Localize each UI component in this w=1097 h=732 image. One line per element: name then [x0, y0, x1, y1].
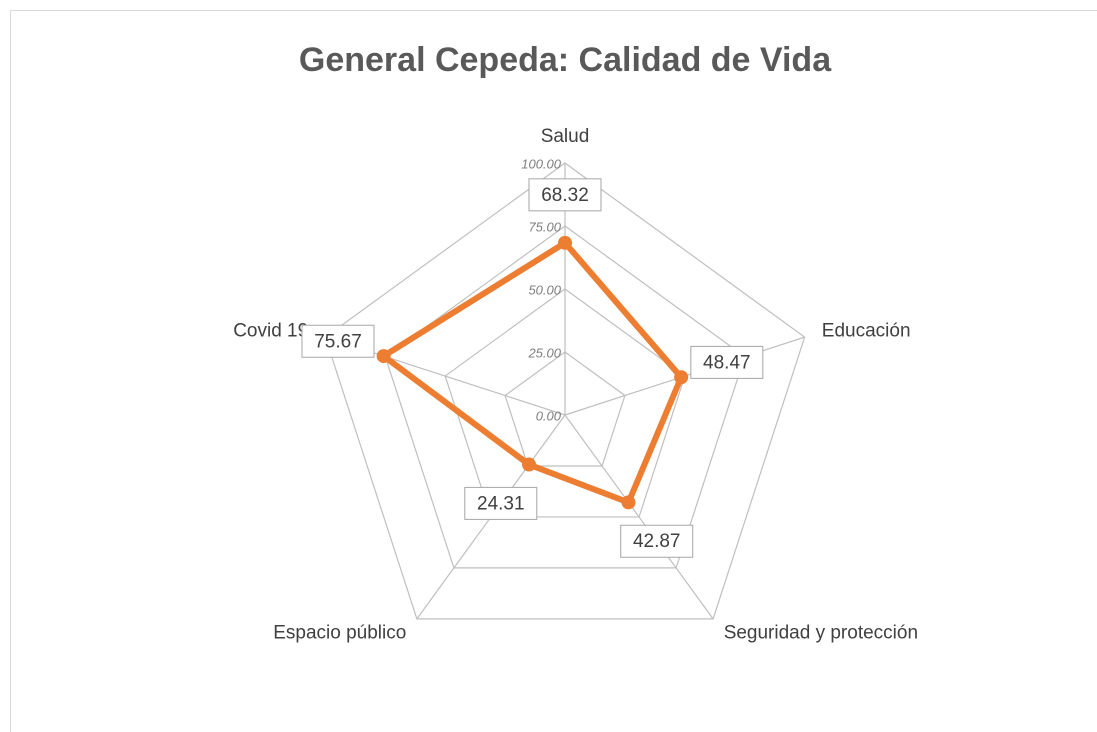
- grid-line: [324, 162, 806, 620]
- data-label: 75.67: [314, 331, 362, 352]
- grid-line: [504, 351, 626, 467]
- series-line: [380, 239, 685, 506]
- category-label: Seguridad y protección: [724, 622, 918, 643]
- data-label-box: [528, 178, 602, 212]
- data-label-box: [620, 524, 694, 558]
- tick-label: 0.00: [536, 408, 562, 423]
- data-label-box: [464, 486, 538, 520]
- chart-border: [10, 10, 1097, 732]
- category-label: Educación: [822, 321, 911, 342]
- chart-title: General Cepeda: Calidad de Vida: [299, 41, 832, 79]
- data-label-box: [301, 324, 375, 358]
- data-label: 68.32: [541, 185, 589, 206]
- tick-label: 75.00: [528, 219, 561, 234]
- data-label: 42.87: [633, 531, 681, 552]
- data-point: [376, 349, 391, 364]
- category-label: Espacio público: [273, 622, 406, 643]
- category-label: Covid 19: [233, 321, 308, 342]
- category-label: Salud: [541, 126, 590, 147]
- data-point: [558, 235, 572, 250]
- data-label-box: [690, 345, 764, 379]
- axis-spoke: [564, 414, 714, 620]
- data-point: [521, 457, 536, 472]
- data-label: 24.31: [477, 493, 525, 514]
- data-point: [621, 495, 636, 510]
- tick-label: 100.00: [521, 156, 562, 171]
- data-label: 48.47: [703, 352, 751, 373]
- data-point: [674, 370, 689, 385]
- tick-label: 50.00: [528, 282, 561, 297]
- tick-label: 25.00: [527, 345, 561, 360]
